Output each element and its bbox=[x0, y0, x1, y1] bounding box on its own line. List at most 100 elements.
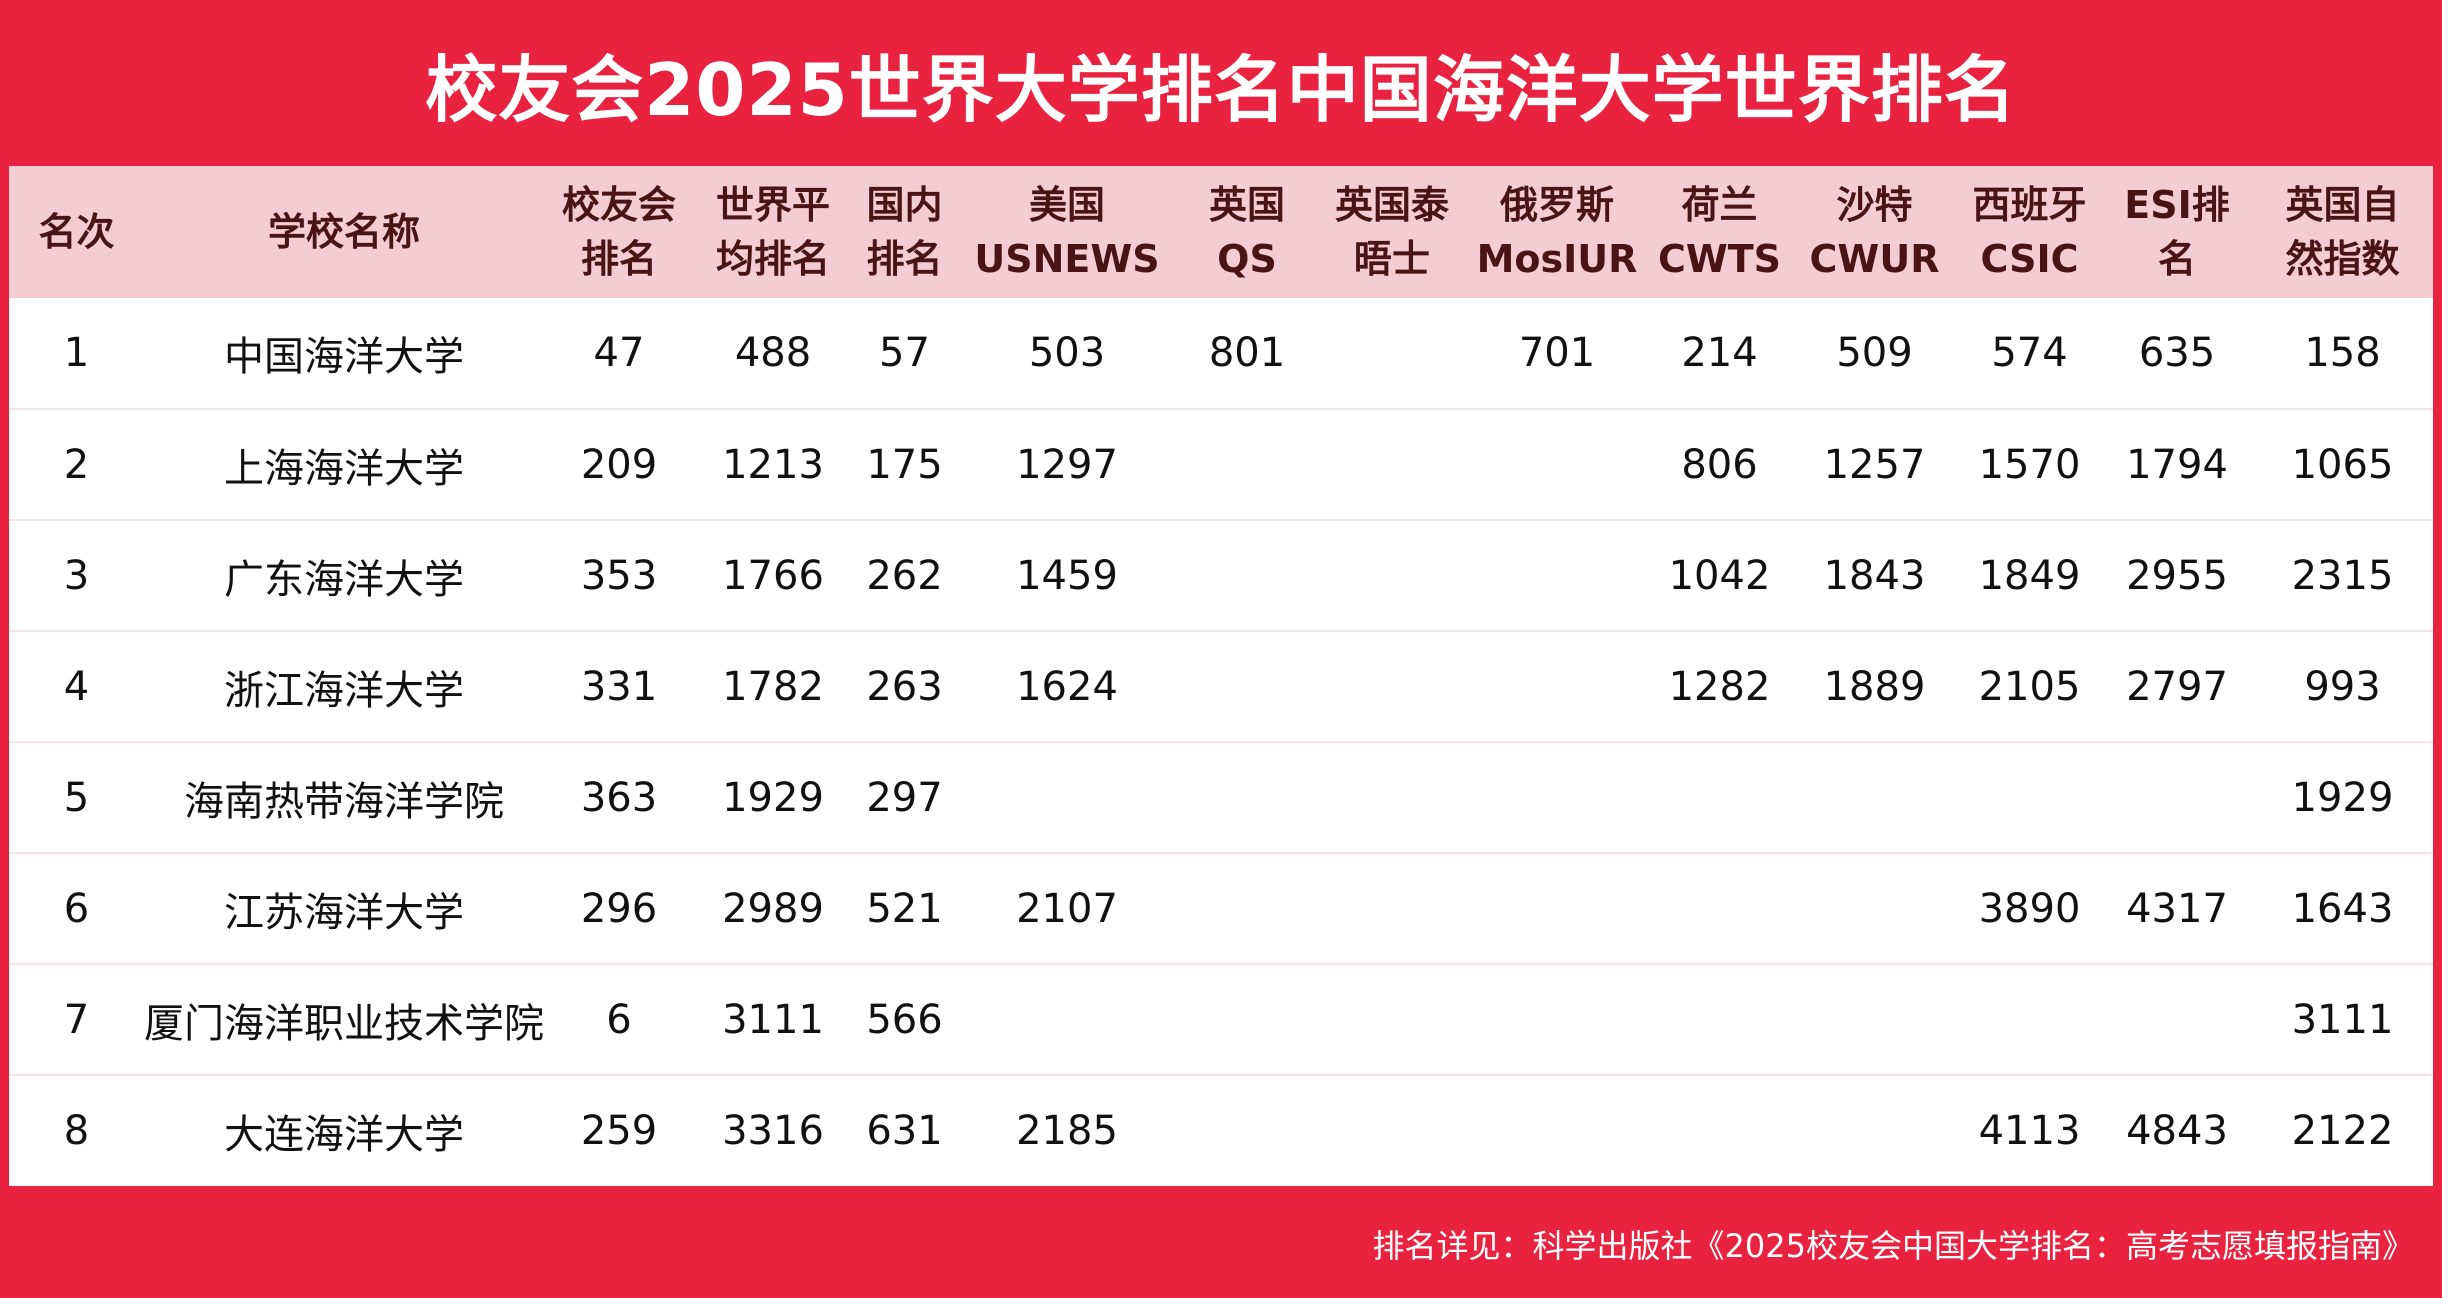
cell-csic: 1849 bbox=[1957, 520, 2102, 632]
table-row: 4 浙江海洋大学 331 1782 263 1624 1282 1889 210… bbox=[9, 631, 2433, 743]
header-csic: 西班牙 CSIC bbox=[1972, 183, 2087, 281]
cell-usnews bbox=[957, 964, 1177, 1076]
cell-alumni-rank: 6 bbox=[544, 964, 694, 1076]
cell-cwts: 1282 bbox=[1647, 631, 1792, 743]
cell-usnews: 2107 bbox=[957, 853, 1177, 965]
cell-school-name: 浙江海洋大学 bbox=[144, 631, 544, 743]
cell-csic bbox=[1957, 964, 2102, 1076]
cell-cwts: 1042 bbox=[1647, 520, 1792, 632]
cell-domestic-rank: 521 bbox=[852, 853, 957, 965]
cell-usnews: 2185 bbox=[1016, 1108, 1118, 1154]
cell-cwur: 1889 bbox=[1792, 631, 1957, 743]
source-note: 排名详见：科学出版社《2025校友会中国大学排名：高考志愿填报指南》 bbox=[1372, 1227, 2414, 1265]
cell-esi: 635 bbox=[2102, 298, 2252, 410]
cell-cwur: 509 bbox=[1792, 298, 1957, 410]
cell-world-avg-rank: 1213 bbox=[694, 409, 852, 521]
cell-qs bbox=[1177, 520, 1317, 632]
cell-usnews: 503 bbox=[957, 298, 1177, 410]
cell-usnews: 1297 bbox=[957, 409, 1177, 521]
cell-esi: 2955 bbox=[2102, 520, 2252, 632]
cell-mosiur bbox=[1467, 1075, 1647, 1186]
cell-cwts: 806 bbox=[1647, 409, 1792, 521]
cell-qs bbox=[1177, 964, 1317, 1076]
cell-nature-index: 1643 bbox=[2252, 853, 2433, 965]
cell-csic: 574 bbox=[1957, 298, 2102, 410]
cell-cwur bbox=[1792, 853, 1957, 965]
cell-world-avg-rank: 2989 bbox=[694, 853, 852, 965]
cell-csic: 4113 bbox=[1978, 1108, 2081, 1154]
table-row: 3 广东海洋大学 353 1766 262 1459 1042 1843 184… bbox=[9, 520, 2433, 632]
header-alumni-rank: 校友会 排名 bbox=[561, 183, 676, 281]
table-row: 5 海南热带海洋学院 363 1929 297 1929 bbox=[9, 742, 2433, 854]
cell-cwts: 214 bbox=[1647, 298, 1792, 410]
cell-usnews: 1624 bbox=[957, 631, 1177, 743]
cell-school-name: 大连海洋大学 bbox=[224, 1112, 464, 1158]
cell-domestic-rank: 566 bbox=[852, 964, 957, 1076]
cell-times bbox=[1317, 853, 1467, 965]
cell-rank: 1 bbox=[9, 298, 144, 410]
header-cwts: 荷兰 CWTS bbox=[1657, 183, 1782, 281]
cell-cwur: 1257 bbox=[1792, 409, 1957, 521]
cell-rank: 4 bbox=[9, 631, 144, 743]
cell-world-avg-rank: 1766 bbox=[694, 520, 852, 632]
cell-mosiur bbox=[1467, 409, 1647, 521]
header-nature-index: 英国自 然指数 bbox=[2285, 183, 2400, 281]
cell-esi bbox=[2102, 964, 2252, 1076]
cell-school-name: 上海海洋大学 bbox=[144, 409, 544, 521]
cell-alumni-rank: 259 bbox=[580, 1108, 658, 1154]
header-mosiur: 俄罗斯 MosIUR bbox=[1476, 183, 1638, 281]
ranking-table: 名次 学校名称 校友会 排名 世界平 均排名 国内 排名 美国 USNEWS 英国 QS … bbox=[9, 166, 2433, 1186]
table-row: 2 上海海洋大学 209 1213 175 1297 806 1257 1570… bbox=[9, 409, 2433, 521]
table-row: 8 大连海洋大学 259 3316 631 2185 4113 4843 212… bbox=[9, 1075, 2433, 1186]
cell-nature-index: 2315 bbox=[2252, 520, 2433, 632]
cell-nature-index: 1929 bbox=[2252, 742, 2433, 854]
cell-qs bbox=[1177, 1075, 1317, 1186]
cell-domestic-rank: 631 bbox=[866, 1108, 943, 1154]
cell-mosiur bbox=[1467, 964, 1647, 1076]
cell-mosiur bbox=[1467, 631, 1647, 743]
cell-cwur bbox=[1792, 742, 1957, 854]
cell-nature-index: 1065 bbox=[2252, 409, 2433, 521]
cell-school-name: 中国海洋大学 bbox=[144, 298, 544, 410]
cell-alumni-rank: 47 bbox=[544, 298, 694, 410]
page-title: 校友会2025世界大学排名中国海洋大学世界排名 bbox=[425, 47, 2017, 132]
cell-times bbox=[1317, 964, 1467, 1076]
cell-qs bbox=[1177, 409, 1317, 521]
cell-times bbox=[1317, 520, 1467, 632]
header-qs: 英国 QS bbox=[1208, 183, 1285, 281]
cell-mosiur bbox=[1467, 742, 1647, 854]
cell-times bbox=[1317, 1075, 1467, 1186]
cell-domestic-rank: 297 bbox=[852, 742, 957, 854]
cell-qs bbox=[1177, 853, 1317, 965]
cell-cwts bbox=[1647, 964, 1792, 1076]
header-world-avg-rank: 世界平 均排名 bbox=[715, 183, 830, 281]
header-rank: 名次 bbox=[38, 210, 115, 254]
table-row: 7 厦门海洋职业技术学院 6 3111 566 3111 bbox=[9, 964, 2433, 1076]
cell-rank: 7 bbox=[9, 964, 144, 1076]
cell-esi: 2797 bbox=[2102, 631, 2252, 743]
cell-esi: 4843 bbox=[2126, 1108, 2228, 1154]
table-row: 6 江苏海洋大学 296 2989 521 2107 3890 4317 164… bbox=[9, 853, 2433, 965]
header-school-name: 学校名称 bbox=[267, 210, 420, 254]
cell-cwts bbox=[1647, 742, 1792, 854]
cell-qs: 801 bbox=[1177, 298, 1317, 410]
cell-alumni-rank: 363 bbox=[544, 742, 694, 854]
cell-csic: 2105 bbox=[1957, 631, 2102, 743]
cell-qs bbox=[1177, 631, 1317, 743]
cell-esi: 4317 bbox=[2102, 853, 2252, 965]
cell-nature-index: 3111 bbox=[2252, 964, 2433, 1076]
cell-world-avg-rank: 3111 bbox=[694, 964, 852, 1076]
cell-alumni-rank: 353 bbox=[544, 520, 694, 632]
cell-world-avg-rank: 488 bbox=[694, 298, 852, 410]
cell-esi bbox=[2102, 742, 2252, 854]
header-domestic-rank: 国内 排名 bbox=[866, 183, 943, 281]
cell-cwts bbox=[1647, 1075, 1792, 1186]
cell-domestic-rank: 262 bbox=[852, 520, 957, 632]
header-times: 英国泰 晤士 bbox=[1334, 183, 1449, 281]
cell-cwur: 1843 bbox=[1792, 520, 1957, 632]
header-cwur: 沙特 CWUR bbox=[1809, 183, 1940, 281]
ranking-table-panel: 名次 学校名称 校友会 排名 世界平 均排名 国内 排名 美国 USNEWS 英国 QS … bbox=[9, 166, 2433, 1186]
cell-esi: 1794 bbox=[2102, 409, 2252, 521]
cell-nature-index: 158 bbox=[2252, 298, 2433, 410]
cell-usnews: 1459 bbox=[957, 520, 1177, 632]
